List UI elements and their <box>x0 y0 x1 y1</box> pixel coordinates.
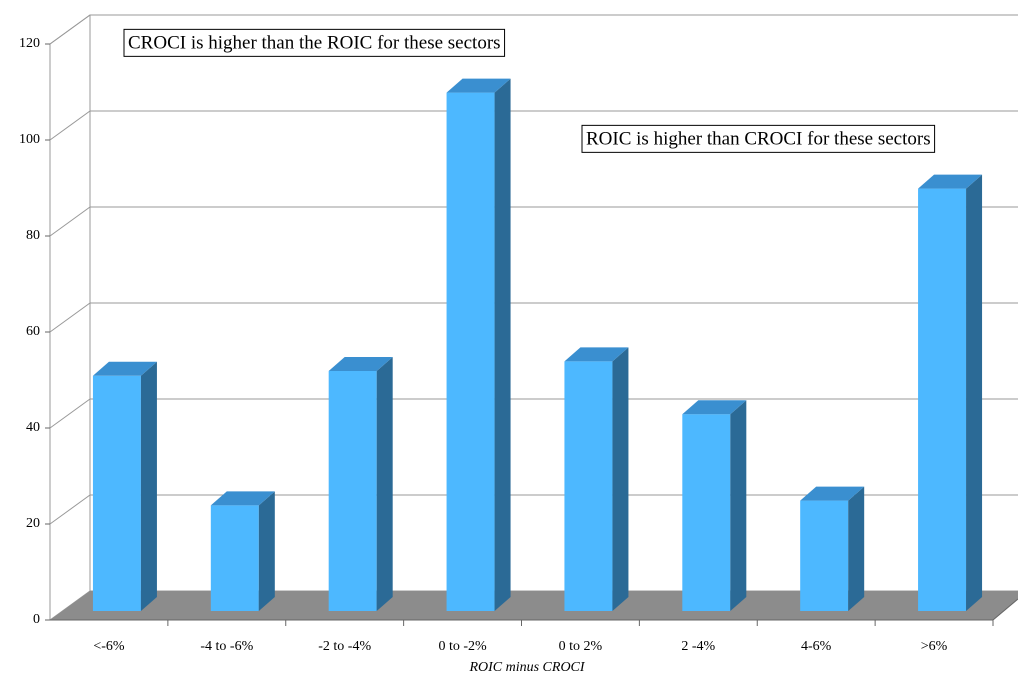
x-tick-label: -4 to -6% <box>200 639 253 654</box>
bar-top <box>682 400 747 415</box>
bar <box>92 375 141 611</box>
annotation-box <box>581 124 936 153</box>
x-tick-label: <-6% <box>93 639 125 654</box>
grid-line <box>49 494 1018 525</box>
grid-line <box>49 206 1018 237</box>
grid-line <box>49 302 1018 333</box>
x-tick-label: 0 to 2% <box>559 639 603 654</box>
x-tick-label: 2 -4% <box>681 639 715 654</box>
bar-side <box>848 486 865 611</box>
y-tick-label: 20 <box>26 516 40 531</box>
bar <box>918 188 967 611</box>
x-axis-edge <box>992 598 1018 621</box>
bar-side <box>612 347 629 611</box>
grid-line <box>49 110 1018 141</box>
floor <box>50 591 1018 620</box>
y-tick-label: 0 <box>33 612 40 627</box>
y-tick-label: 80 <box>26 228 40 243</box>
bar-side <box>376 357 393 611</box>
grid-line <box>49 398 1018 429</box>
annotation-box <box>123 28 506 57</box>
bar <box>446 92 495 612</box>
x-tick-label: >6% <box>921 639 948 654</box>
bar-top <box>92 361 157 376</box>
y-tick-label: 120 <box>19 36 40 51</box>
x-tick-label: 0 to -2% <box>438 639 487 654</box>
y-tick-label: 60 <box>26 324 40 339</box>
x-tick-label: 4-6% <box>801 639 832 654</box>
x-axis-label: ROIC minus CROCI <box>468 660 585 675</box>
annotation: CROCI is higher than the ROIC for these … <box>128 32 501 53</box>
bar-side <box>494 78 511 612</box>
y-tick-label: 100 <box>19 132 40 147</box>
grid-line <box>49 14 1018 45</box>
x-tick-label: -2 to -4% <box>318 639 371 654</box>
bar-top <box>564 347 629 362</box>
bar <box>328 371 377 611</box>
bar-side <box>730 400 747 611</box>
bar-top <box>800 486 865 501</box>
annotation: ROIC is higher than CROCI for these sect… <box>586 128 931 149</box>
bar-top <box>328 357 393 371</box>
bar <box>800 500 849 611</box>
bar <box>564 361 613 611</box>
bar <box>682 414 731 611</box>
bar-side <box>966 174 983 611</box>
bar-top <box>446 78 511 93</box>
bar-top <box>918 174 983 189</box>
bar <box>210 505 259 611</box>
bar-top <box>210 491 275 506</box>
bar-side <box>258 491 275 611</box>
bar-side <box>140 361 157 611</box>
y-tick-label: 40 <box>26 420 40 435</box>
